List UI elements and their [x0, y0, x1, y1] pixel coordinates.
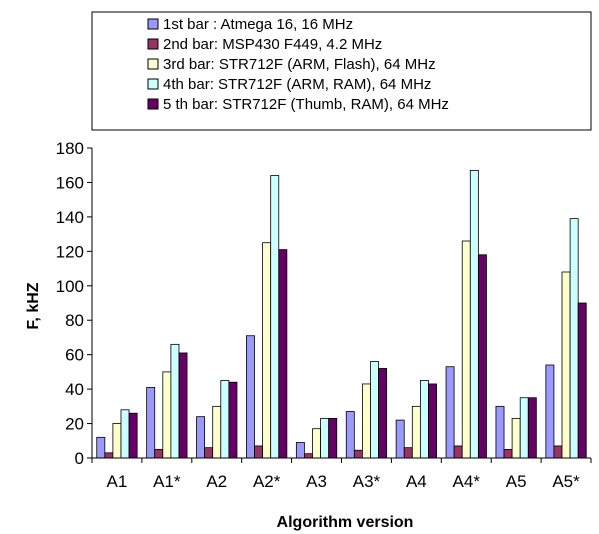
bar-A2-star-series-3: [262, 242, 272, 459]
bar-A1-series-1: [96, 436, 106, 459]
bar-A4-series-1: [395, 419, 405, 459]
bars: [96, 169, 587, 459]
x-tick-label: A4*: [453, 472, 481, 491]
bar-A1-star-series-2: [154, 448, 164, 459]
bar-A4-star-series-3: [461, 240, 471, 459]
bar-A2-series-1: [196, 416, 206, 459]
y-tick-label: 40: [65, 380, 84, 399]
y-tick-label: 20: [65, 415, 84, 434]
bar-A2-star-series-5: [278, 249, 288, 459]
legend: 1st bar : Atmega 16, 16 MHz 2nd bar: MSP4…: [91, 11, 592, 131]
bar-A2-series-3: [212, 405, 222, 459]
y-tick-label: 180: [56, 139, 84, 158]
legend-box: [91, 11, 592, 131]
bar-A1-series-3: [112, 423, 122, 459]
legend-label-4: 4th bar: STR712F (ARM, RAM), 64 MHz: [163, 76, 431, 93]
legend-swatch-3: [147, 58, 159, 70]
bar-A3-star-series-1: [345, 411, 355, 459]
bar-A3-series-2: [304, 453, 313, 459]
legend-label-3: 3rd bar: STR712F (ARM, Flash), 64 MHz: [163, 56, 436, 73]
x-tick-label: A1*: [153, 472, 181, 491]
x-tick-label: A4: [406, 472, 427, 491]
bar-A3-star-series-3: [362, 383, 371, 459]
bar-A2-series-5: [228, 381, 238, 459]
bar-A2-star-series-1: [246, 335, 255, 459]
y-tick-label: 120: [56, 242, 84, 261]
bar-A1-series-5: [128, 412, 138, 459]
bar-A5-series-3: [511, 417, 521, 459]
bar-A3-series-4: [320, 417, 330, 459]
x-tick-label: A2*: [253, 472, 281, 491]
bar-A5-series-1: [495, 405, 505, 459]
bar-A1-star-series-5: [178, 352, 188, 459]
y-tick-label: 60: [65, 346, 84, 365]
bar-A2-star-series-2: [254, 445, 264, 459]
bar-A3-star-series-4: [370, 361, 379, 459]
x-tick-label: A3*: [353, 472, 381, 491]
legend-swatch-5: [147, 98, 159, 110]
bar-A4-star-series-2: [453, 445, 463, 459]
bar-A2-series-4: [220, 380, 230, 459]
x-axis: A1 A1* A2 A2* A3 A3* A4 A4* A5 A5*: [91, 457, 592, 491]
bar-A5-star-series-2: [553, 445, 563, 459]
x-tick-label: A5: [506, 472, 527, 491]
y-tick-label: 100: [56, 277, 84, 296]
legend-swatch-1: [147, 18, 159, 30]
bar-A5-series-2: [503, 448, 513, 459]
bar-A4-series-2: [403, 447, 413, 459]
bar-A2-star-series-4: [270, 175, 280, 459]
bar-A4-star-series-1: [445, 366, 455, 459]
bar-A3-series-5: [328, 417, 338, 459]
y-tick-label: 140: [56, 208, 84, 227]
x-tick-label: A1: [107, 472, 128, 491]
legend-label-5: 5 th bar: STR712F (Thumb, RAM), 64 MHz: [163, 96, 449, 113]
bar-A2-series-2: [204, 447, 214, 459]
bar-A3-star-series-2: [353, 449, 363, 459]
bar-A5-star-series-5: [577, 302, 587, 459]
bar-A4-star-series-4: [469, 169, 479, 459]
bar-A4-star-series-5: [477, 254, 487, 459]
y-axis: 0 20 40 60 80 100 120 140 160 180: [56, 139, 93, 468]
bar-A1-star-series-3: [162, 371, 172, 459]
bar-A4-series-3: [411, 405, 421, 459]
bar-A5-star-series-4: [569, 218, 579, 459]
legend-label-1: 1st bar : Atmega 16, 16 MHz: [163, 16, 353, 33]
bar-A1-star-series-4: [170, 343, 180, 459]
bar-A4-series-5: [428, 383, 437, 459]
y-tick-label: 160: [56, 173, 84, 192]
bar-A5-series-5: [527, 397, 537, 459]
bar-A1-star-series-1: [146, 386, 156, 459]
bar-A1-series-4: [120, 409, 130, 459]
legend-swatch-4: [147, 78, 159, 90]
x-tick-label: A5*: [552, 472, 580, 491]
x-axis-title: Algorithm version: [277, 514, 414, 531]
bar-A1-series-2: [104, 452, 114, 459]
x-tick-label: A2: [206, 472, 227, 491]
y-tick-label: 80: [65, 311, 84, 330]
bar-A5-star-series-1: [545, 364, 555, 459]
bar-A3-star-series-5: [378, 368, 388, 459]
legend-swatch-2: [147, 38, 159, 50]
bar-A5-star-series-3: [561, 271, 571, 459]
bar-A5-series-4: [519, 397, 529, 459]
y-tick-label: 0: [75, 449, 84, 468]
y-axis-title: F, kHZ: [25, 282, 42, 329]
x-tick-label: A3: [306, 472, 327, 491]
bar-A3-series-3: [312, 428, 321, 459]
bar-A4-series-4: [419, 380, 429, 459]
bar-A3-series-1: [295, 442, 305, 459]
legend-label-2: 2nd bar: MSP430 F449, 4.2 MHz: [163, 36, 382, 53]
